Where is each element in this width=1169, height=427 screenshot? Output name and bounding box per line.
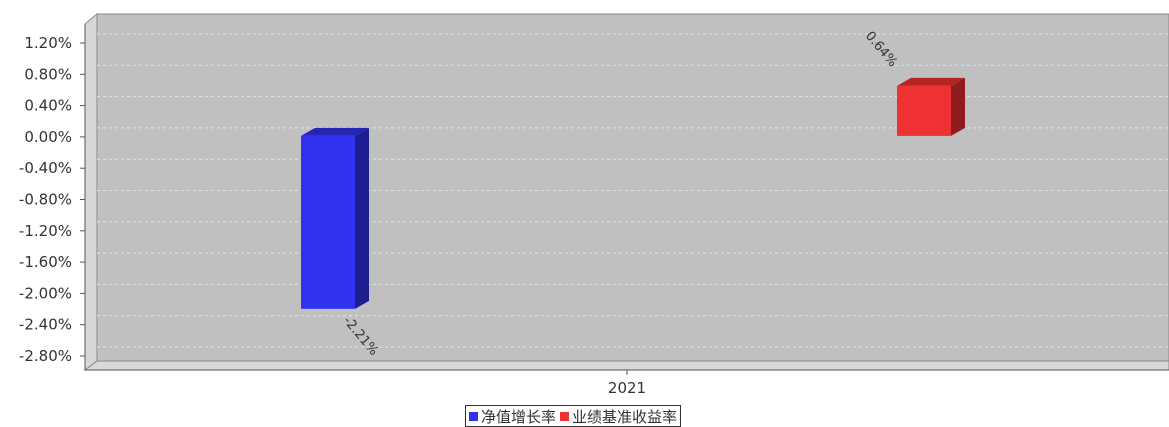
y-tick-label: 0.40% — [24, 97, 72, 115]
legend-swatch-red — [560, 411, 570, 421]
legend: 净值增长率 业绩基准收益率 — [465, 405, 682, 427]
legend-label: 净值增长率 — [481, 407, 557, 426]
bar-top-face — [301, 127, 369, 136]
bar-top-face — [897, 77, 965, 86]
plot-left-wall — [84, 12, 98, 371]
bar-benchmark — [897, 85, 951, 136]
y-tick-label: -2.40% — [19, 316, 72, 334]
plot-floor — [83, 360, 1169, 371]
x-tick-label: 2021 — [608, 379, 646, 397]
y-tick-label: -0.40% — [19, 159, 72, 177]
legend-swatch-blue — [469, 411, 478, 421]
y-tick-label: -1.60% — [19, 253, 72, 271]
y-tick-label: -1.20% — [19, 222, 72, 240]
legend-item-benchmark: 业绩基准收益率 — [560, 406, 677, 427]
bar-side-face — [355, 127, 369, 309]
y-tick-label: -2.80% — [19, 347, 72, 365]
bar-nav-growth — [301, 135, 355, 309]
y-tick-label: -2.00% — [19, 284, 72, 302]
legend-item-nav-growth: 净值增长率 — [469, 406, 556, 427]
plot-background — [96, 13, 1169, 362]
legend-label: 业绩基准收益率 — [572, 407, 678, 426]
bar-side-face — [951, 77, 965, 136]
y-tick-label: 0.80% — [24, 65, 72, 83]
y-tick-label: 1.20% — [24, 34, 72, 52]
y-tick-label: 0.00% — [24, 128, 72, 146]
y-tick-label: -0.80% — [19, 191, 72, 209]
